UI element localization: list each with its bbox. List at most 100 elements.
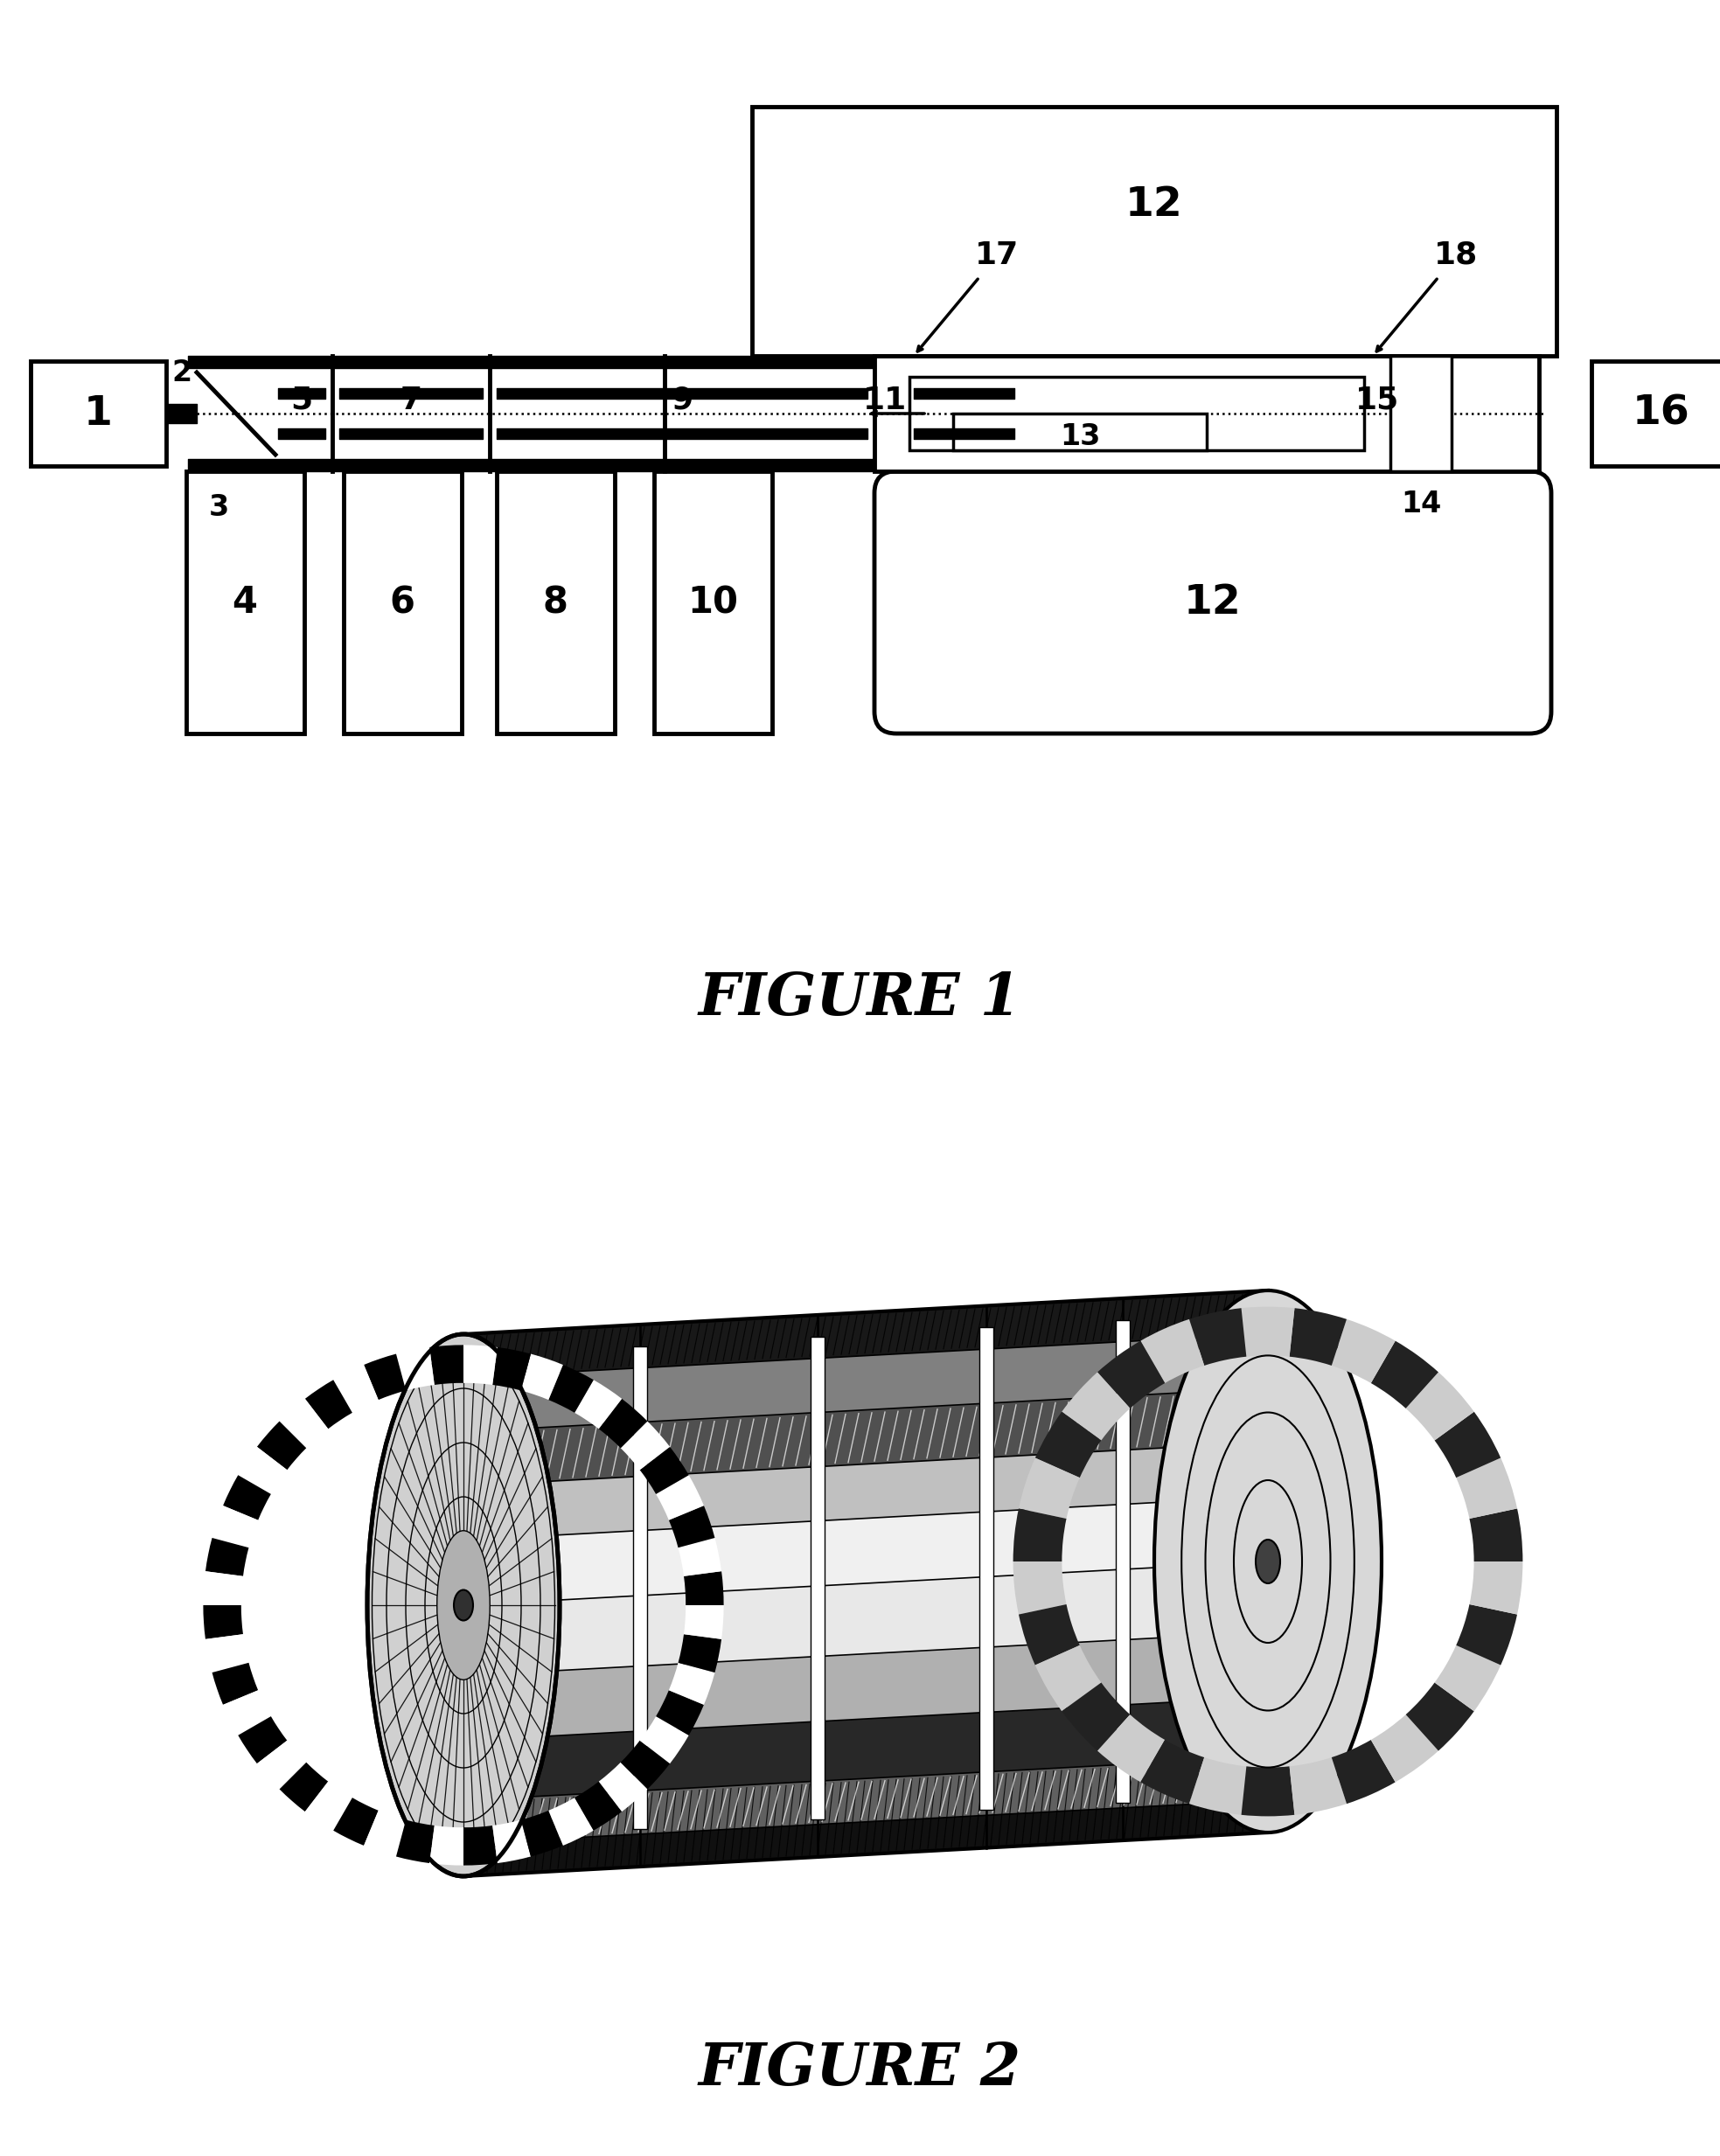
Wedge shape <box>599 1761 647 1811</box>
Wedge shape <box>669 1662 716 1705</box>
Wedge shape <box>521 1811 562 1856</box>
Wedge shape <box>256 1421 306 1470</box>
Polygon shape <box>463 1496 1268 1606</box>
Text: 2: 2 <box>172 358 191 388</box>
Text: FIGURE 1: FIGURE 1 <box>698 970 1022 1028</box>
Text: 3: 3 <box>208 494 229 522</box>
Bar <box>344 472 461 733</box>
Wedge shape <box>205 1634 249 1673</box>
Bar <box>654 472 772 733</box>
Bar <box>874 356 1539 472</box>
Wedge shape <box>1371 1714 1438 1783</box>
Wedge shape <box>521 1354 562 1399</box>
Wedge shape <box>549 1798 593 1846</box>
Polygon shape <box>463 1697 1268 1800</box>
Text: 6: 6 <box>389 584 415 621</box>
Ellipse shape <box>1154 1291 1381 1833</box>
Polygon shape <box>463 1388 1268 1485</box>
Bar <box>1591 360 1720 466</box>
Ellipse shape <box>437 1531 490 1680</box>
Bar <box>910 377 1364 451</box>
Wedge shape <box>430 1826 463 1865</box>
Text: 11: 11 <box>863 386 906 416</box>
Wedge shape <box>334 1365 378 1412</box>
Wedge shape <box>1469 1509 1522 1561</box>
Wedge shape <box>1405 1371 1474 1440</box>
Wedge shape <box>640 1716 688 1764</box>
Wedge shape <box>224 1475 272 1520</box>
Bar <box>186 472 304 733</box>
Wedge shape <box>279 1761 329 1811</box>
Wedge shape <box>621 1421 669 1470</box>
Bar <box>497 472 614 733</box>
Wedge shape <box>549 1365 593 1412</box>
Polygon shape <box>1116 1319 1130 1802</box>
Wedge shape <box>1242 1307 1295 1356</box>
Text: 10: 10 <box>688 584 738 621</box>
Polygon shape <box>463 1335 1268 1432</box>
Text: 9: 9 <box>671 386 693 416</box>
Bar <box>1390 356 1452 472</box>
Wedge shape <box>574 1781 623 1830</box>
Wedge shape <box>463 1826 497 1865</box>
Wedge shape <box>203 1572 243 1606</box>
Wedge shape <box>1061 1682 1130 1751</box>
Text: 4: 4 <box>232 584 258 621</box>
Polygon shape <box>463 1442 1268 1539</box>
Wedge shape <box>1290 1309 1347 1365</box>
Wedge shape <box>685 1606 724 1639</box>
Wedge shape <box>463 1345 497 1384</box>
Wedge shape <box>1434 1412 1500 1477</box>
Bar <box>953 414 1207 451</box>
Wedge shape <box>492 1348 531 1391</box>
Polygon shape <box>979 1328 994 1809</box>
Wedge shape <box>1035 1412 1101 1477</box>
Wedge shape <box>212 1662 258 1705</box>
Wedge shape <box>304 1380 353 1429</box>
Text: 5: 5 <box>291 386 313 416</box>
Wedge shape <box>334 1798 378 1846</box>
Polygon shape <box>463 1561 1268 1675</box>
Wedge shape <box>304 1781 353 1830</box>
Bar <box>31 360 167 466</box>
Wedge shape <box>1013 1561 1066 1615</box>
Polygon shape <box>463 1757 1268 1843</box>
Text: 1: 1 <box>84 395 114 433</box>
Text: 12: 12 <box>1183 582 1242 623</box>
Wedge shape <box>685 1572 724 1606</box>
Wedge shape <box>669 1505 716 1548</box>
Wedge shape <box>640 1447 688 1494</box>
Wedge shape <box>1405 1682 1474 1751</box>
Wedge shape <box>237 1447 287 1494</box>
Bar <box>752 106 1557 356</box>
Wedge shape <box>621 1740 669 1789</box>
Ellipse shape <box>454 1589 473 1621</box>
Wedge shape <box>1035 1645 1101 1712</box>
Wedge shape <box>1097 1341 1164 1408</box>
Wedge shape <box>678 1537 721 1576</box>
Ellipse shape <box>368 1335 559 1876</box>
Wedge shape <box>279 1399 329 1449</box>
Wedge shape <box>1140 1319 1204 1384</box>
Polygon shape <box>463 1291 1268 1876</box>
Wedge shape <box>1189 1309 1247 1365</box>
Text: 16: 16 <box>1632 395 1691 433</box>
FancyBboxPatch shape <box>874 472 1551 733</box>
Wedge shape <box>574 1380 623 1429</box>
Wedge shape <box>396 1820 435 1863</box>
Wedge shape <box>1140 1740 1204 1805</box>
Wedge shape <box>1018 1604 1080 1664</box>
Text: 13: 13 <box>1060 423 1101 451</box>
Wedge shape <box>1242 1766 1295 1815</box>
Wedge shape <box>396 1348 435 1391</box>
Wedge shape <box>1331 1319 1395 1384</box>
Text: 8: 8 <box>542 584 568 621</box>
Wedge shape <box>1013 1509 1066 1561</box>
Wedge shape <box>655 1475 703 1520</box>
Text: 14: 14 <box>1400 489 1441 520</box>
Wedge shape <box>256 1740 306 1789</box>
Wedge shape <box>1097 1714 1164 1783</box>
Wedge shape <box>224 1690 272 1736</box>
Text: 7: 7 <box>401 386 421 416</box>
Wedge shape <box>599 1399 647 1449</box>
